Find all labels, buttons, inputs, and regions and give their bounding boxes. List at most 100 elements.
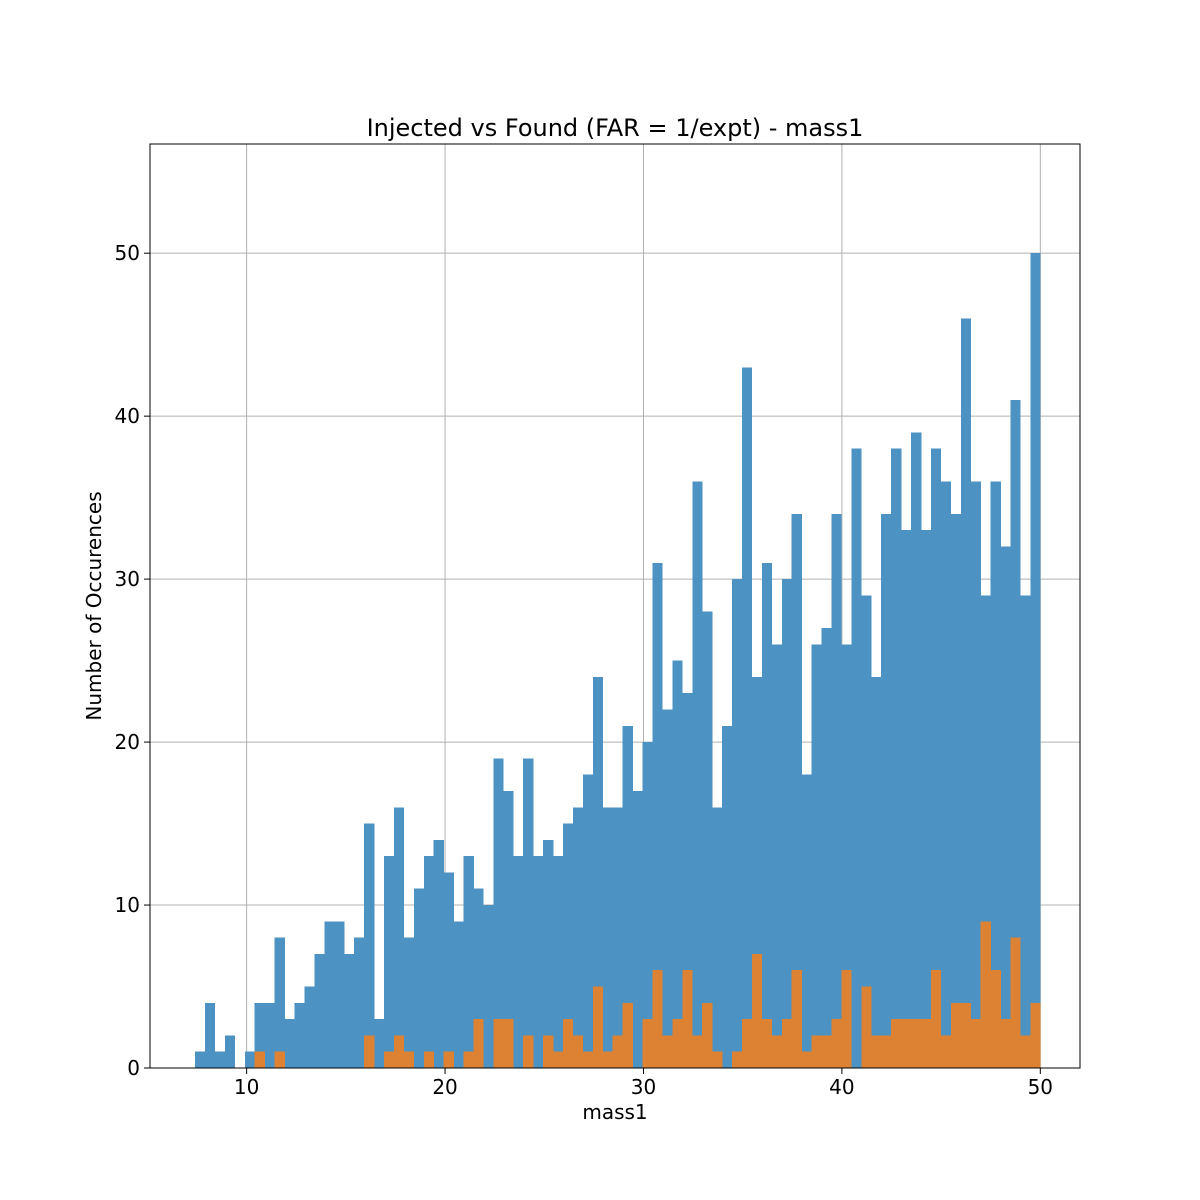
histogram-bar-series-1: [632, 790, 643, 1068]
histogram-bar-series-2: [881, 1035, 892, 1068]
histogram-bar-series-1: [861, 595, 872, 1068]
x-tick-label: 40: [829, 1075, 854, 1099]
histogram-bar-series-1: [224, 1035, 236, 1068]
histogram-bar-series-2: [403, 1051, 415, 1068]
chart-title: Injected vs Found (FAR = 1/expt) - mass1: [367, 114, 864, 142]
histogram-bar-series-1: [294, 1002, 305, 1068]
histogram-bar-series-2: [383, 1051, 395, 1068]
y-tick-label: 20: [115, 730, 140, 754]
histogram-bar-series-2: [970, 1019, 981, 1068]
histogram-bar-series-2: [662, 1035, 673, 1068]
histogram-bar-series-1: [314, 953, 325, 1068]
histogram-bar-series-1: [722, 725, 733, 1068]
histogram-bar-series-2: [393, 1035, 405, 1068]
histogram-bar-series-1: [543, 839, 554, 1068]
histogram-bar-series-1: [791, 513, 802, 1068]
histogram-bar-series-1: [682, 693, 693, 1068]
histogram-bar-series-1: [324, 921, 335, 1068]
histogram-bar-series-1: [284, 1019, 295, 1068]
bars-layer: [195, 253, 1041, 1069]
histogram-bar-series-2: [841, 970, 852, 1068]
histogram-bar-series-2: [930, 970, 942, 1068]
y-tick-label: 30: [115, 567, 140, 591]
histogram-bar-series-2: [741, 1019, 753, 1068]
histogram-bar-series-2: [503, 1019, 514, 1068]
histogram-bar-series-1: [841, 644, 852, 1068]
histogram-bar-series-1: [533, 856, 544, 1068]
histogram-bar-series-2: [572, 1035, 584, 1068]
histogram-bar-series-1: [523, 758, 534, 1068]
histogram-bar-series-1: [692, 481, 703, 1068]
histogram-bar-series-2: [761, 1019, 773, 1068]
histogram-bar-series-1: [911, 432, 922, 1068]
histogram-bar-series-1: [881, 513, 892, 1068]
histogram-bar-series-1: [493, 758, 504, 1068]
histogram-bar-series-1: [602, 807, 614, 1068]
histogram-bar-series-2: [702, 1002, 713, 1068]
histogram-bar-series-1: [990, 481, 1001, 1068]
histogram-bar-series-1: [553, 856, 564, 1068]
y-tick-label: 10: [115, 893, 140, 917]
histogram-bar-series-1: [930, 448, 942, 1069]
histogram-bar-series-2: [612, 1035, 623, 1068]
histogram-bar-series-2: [801, 1051, 812, 1068]
histogram-bar-series-2: [950, 1002, 962, 1068]
histogram-bar-series-1: [204, 1002, 216, 1068]
x-tick-label: 30: [631, 1075, 656, 1099]
histogram-bar-series-1: [403, 937, 415, 1068]
histogram-bar-series-1: [781, 579, 793, 1068]
histogram-bar-series-1: [980, 595, 991, 1068]
histogram-bar-series-2: [980, 921, 991, 1068]
x-tick-label: 10: [234, 1075, 259, 1099]
histogram-bar-series-2: [562, 1019, 574, 1068]
histogram-bar-series-1: [344, 953, 355, 1068]
histogram-bar-series-2: [672, 1019, 683, 1068]
histogram-bar-series-1: [254, 1002, 265, 1068]
histogram-bar-series-1: [950, 513, 962, 1068]
histogram-bar-series-1: [264, 1002, 275, 1068]
y-tick-label: 40: [115, 404, 140, 428]
histogram-bar-series-2: [821, 1035, 832, 1068]
histogram-bar-series-2: [692, 1035, 703, 1068]
histogram-bar-series-1: [821, 628, 832, 1068]
histogram-bar-series-1: [214, 1051, 226, 1068]
histogram-bar-series-1: [801, 774, 812, 1068]
histogram-bar-series-2: [732, 1051, 743, 1068]
histogram-bar-series-2: [891, 1019, 902, 1068]
histogram-bar-series-2: [811, 1035, 822, 1068]
histogram-bar-series-2: [543, 1035, 554, 1068]
histogram-bar-series-2: [592, 986, 604, 1068]
histogram-bar-series-1: [831, 513, 842, 1068]
histogram-bar-series-2: [652, 970, 663, 1068]
histogram-bar-series-2: [523, 1035, 534, 1068]
histogram-bar-series-1: [652, 562, 663, 1068]
histogram-bar-series-1: [940, 481, 952, 1068]
histogram-bar-series-1: [274, 937, 285, 1068]
histogram-bar-series-2: [990, 970, 1001, 1068]
histogram-bar-series-2: [920, 1019, 932, 1068]
histogram-bar-series-1: [732, 579, 743, 1068]
histogram-bar-series-1: [702, 611, 713, 1068]
histogram-bar-series-2: [1000, 1019, 1011, 1068]
histogram-bar-series-2: [781, 1019, 793, 1068]
histogram-bar-series-1: [244, 1051, 256, 1068]
histogram-bar-series-2: [831, 1019, 842, 1068]
histogram-bar-series-1: [741, 367, 753, 1068]
histogram-bar-series-1: [513, 856, 524, 1068]
histogram-bar-series-2: [861, 986, 872, 1068]
histogram-bar-series-1: [751, 676, 763, 1068]
histogram-bar-series-1: [423, 856, 435, 1068]
histogram-bar-series-1: [503, 790, 514, 1068]
histogram-bar-series-2: [364, 1035, 375, 1068]
histogram-bar-series-2: [960, 1002, 972, 1068]
y-tick-label: 0: [127, 1056, 140, 1080]
histogram-bar-series-1: [960, 318, 972, 1068]
histogram-bar-series-1: [334, 921, 345, 1068]
histogram-bar-series-1: [562, 823, 574, 1068]
histogram-bar-series-2: [712, 1051, 723, 1068]
histogram-bar-series-1: [871, 676, 882, 1068]
x-tick-label: 20: [432, 1075, 457, 1099]
histogram-bar-series-1: [1010, 399, 1021, 1069]
histogram-bar-series-1: [443, 872, 454, 1068]
